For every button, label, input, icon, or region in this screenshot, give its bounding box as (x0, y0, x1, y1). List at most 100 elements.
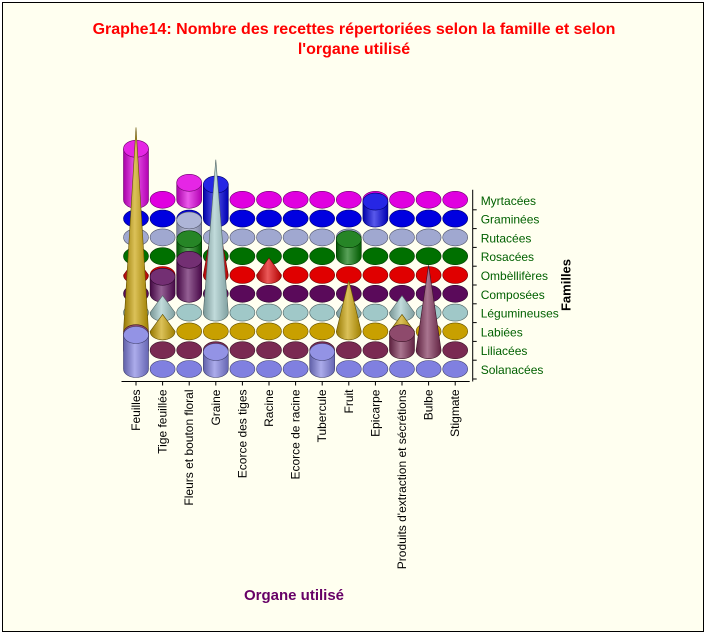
mark (335, 209, 362, 228)
mark-base (309, 303, 336, 322)
x-tick-label: Epicarpe (368, 389, 382, 437)
mark-base (309, 247, 336, 266)
mark (229, 209, 256, 228)
mark (442, 228, 469, 247)
mark (176, 303, 202, 322)
mark (282, 266, 309, 284)
mark (335, 341, 362, 360)
mark (415, 265, 442, 359)
series-label: Graminées (481, 213, 540, 227)
mark-top (176, 174, 202, 192)
mark (415, 360, 442, 378)
mark (309, 303, 336, 322)
mark (309, 284, 336, 303)
series-label: Liliacées (481, 344, 528, 358)
mark-base (256, 284, 282, 303)
mark-base (389, 209, 415, 228)
mark-base (256, 191, 282, 209)
mark (309, 343, 336, 378)
mark (362, 284, 389, 303)
mark-base (362, 228, 389, 247)
x-tick-label: Stigmate (448, 389, 462, 437)
series-label: Ombèllifères (481, 269, 548, 283)
mark (149, 341, 176, 360)
mark (309, 266, 336, 284)
mark-base (335, 191, 362, 209)
mark-base (256, 360, 282, 378)
mark-base (362, 284, 389, 303)
mark-cone (149, 313, 176, 341)
mark-base (442, 191, 469, 209)
mark (256, 341, 282, 360)
mark-top (203, 343, 229, 361)
mark (309, 322, 336, 341)
mark-base (282, 360, 309, 378)
mark-base (442, 284, 469, 303)
x-tick-label: Graine (209, 389, 223, 425)
mark-base (229, 247, 256, 266)
mark-base (389, 247, 415, 266)
mark-cone (415, 265, 442, 359)
mark-cylinder (176, 259, 202, 303)
mark (256, 257, 282, 284)
mark-base (149, 360, 176, 378)
mark-base (256, 341, 282, 360)
mark (442, 266, 469, 284)
y-axis-title: Familles (558, 258, 574, 312)
mark (335, 230, 362, 265)
mark-base (389, 191, 415, 209)
mark-base (335, 341, 362, 360)
x-tick-label: Ecorce de racine (289, 389, 303, 479)
mark (309, 247, 336, 266)
series-label: Rosacées (481, 250, 534, 264)
mark-cylinder (123, 334, 149, 378)
x-axis-title: Organe utilisé (243, 587, 345, 604)
mark (309, 209, 336, 228)
mark-base (229, 228, 256, 247)
mark (229, 322, 256, 341)
mark (203, 343, 229, 378)
mark (203, 322, 229, 341)
mark (282, 303, 309, 322)
series-label: Myrtacées (481, 194, 536, 208)
mark-base (282, 209, 309, 228)
mark (362, 303, 389, 322)
mark (176, 322, 202, 341)
mark-base (176, 360, 202, 378)
mark (335, 191, 362, 209)
mark (415, 247, 442, 266)
mark (389, 324, 415, 359)
mark (149, 191, 176, 209)
mark-base (415, 247, 442, 266)
x-tick-label: Fruit (342, 389, 356, 414)
mark (362, 266, 389, 284)
series-label: Labiées (481, 325, 523, 339)
mark-base (362, 303, 389, 322)
mark (256, 360, 282, 378)
mark-base (256, 303, 282, 322)
mark (442, 360, 469, 378)
x-tick-label: Racine (262, 389, 276, 427)
mark (282, 228, 309, 247)
mark-base (415, 209, 442, 228)
mark (389, 247, 415, 266)
mark-cone (335, 280, 362, 341)
mark-base (282, 284, 309, 303)
mark (229, 191, 256, 209)
mark (442, 247, 469, 266)
mark-base (389, 360, 415, 378)
mark-base (309, 191, 336, 209)
series-6 (123, 230, 469, 266)
mark-base (282, 303, 309, 322)
mark (282, 360, 309, 378)
mark-base (442, 266, 469, 284)
mark (202, 159, 229, 322)
x-tick-label: Fleurs et bouton floral (182, 390, 196, 506)
mark-base (442, 209, 469, 228)
mark-base (282, 322, 309, 341)
mark-base (229, 360, 256, 378)
mark (149, 313, 176, 341)
mark (282, 209, 309, 228)
mark-base (229, 341, 256, 360)
